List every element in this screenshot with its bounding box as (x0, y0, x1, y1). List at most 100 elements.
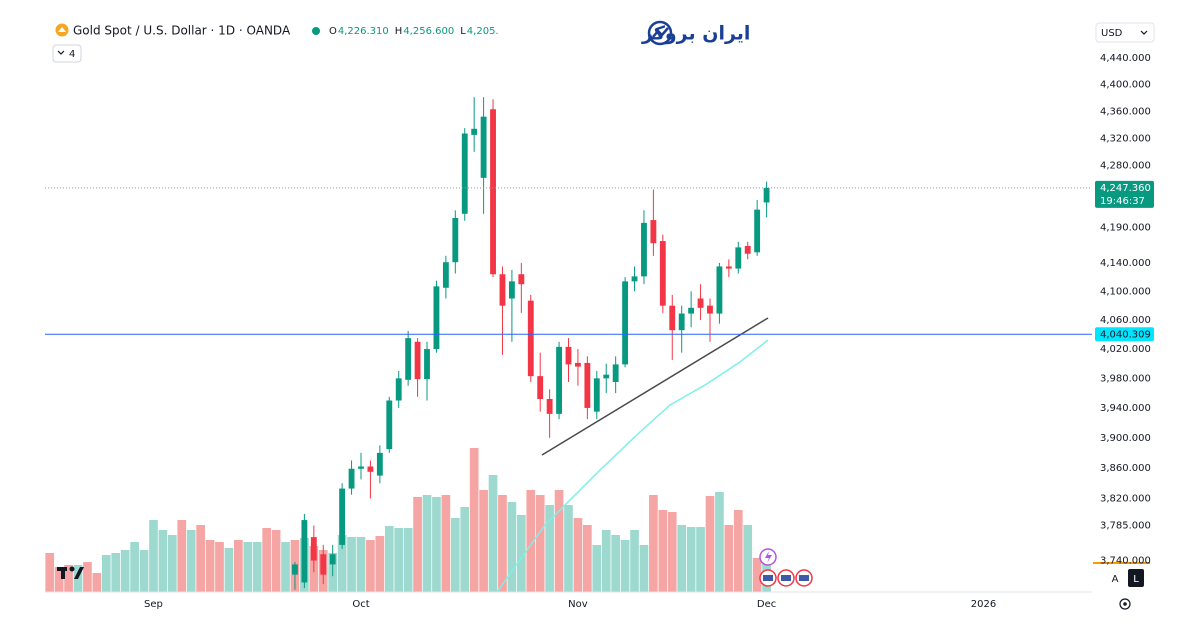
candle-body (754, 209, 761, 253)
candle-body (716, 266, 723, 314)
volume-bar (271, 530, 281, 592)
ohlc-value: 4,205. (467, 26, 499, 37)
candle-body (603, 374, 610, 379)
volume-bar (366, 540, 375, 592)
volume-bar (743, 525, 753, 592)
candle-body (631, 276, 638, 282)
volume-bar (432, 497, 441, 592)
volume-bar (186, 530, 196, 592)
candle-body (348, 468, 355, 489)
candle-body (490, 109, 496, 275)
volume-bar (92, 573, 102, 592)
volume-bar (45, 553, 55, 592)
candle-body (546, 399, 553, 414)
volume-bar (441, 495, 451, 592)
candle-body (424, 349, 430, 380)
volume-bar (469, 448, 479, 592)
volume-bar (243, 542, 253, 592)
y-tick-label: 4,400.000 (1100, 80, 1151, 91)
candle-body (669, 305, 676, 331)
candle-body (320, 554, 327, 575)
volume-bar (583, 525, 592, 592)
currency-label: USD (1101, 28, 1123, 39)
volume-bar (479, 490, 488, 592)
ohlc-legend: O4,226.310 H4,256.600 L4,205. (329, 26, 499, 37)
volume-bar (384, 526, 394, 592)
volume-bar (516, 515, 526, 592)
x-tick-label: 2026 (971, 599, 996, 610)
collapse-button[interactable] (52, 44, 82, 63)
volume-bar (120, 550, 130, 592)
volume-bar (205, 540, 215, 592)
candle-body (622, 281, 629, 365)
volume-bar (611, 535, 621, 592)
candle-body (707, 305, 713, 314)
tradingview-logo (57, 566, 84, 579)
y-tick-label: 4,020.000 (1100, 344, 1151, 355)
candle-body (518, 274, 525, 285)
y-tick-label: 3,860.000 (1100, 463, 1151, 474)
candle-body (593, 378, 600, 412)
ohlc-key: H (395, 26, 403, 37)
candle-body (725, 266, 732, 269)
candle-body (584, 362, 591, 408)
candle-body (339, 488, 346, 545)
ohlc-value: 4,226.310 (338, 26, 389, 37)
volume-bar (724, 525, 734, 592)
auto-scale-button[interactable] (1106, 569, 1124, 587)
auto-scale-label: A (1112, 574, 1119, 585)
candle-body (527, 300, 534, 377)
economic-events[interactable] (759, 569, 813, 587)
volume-bar (488, 475, 498, 592)
candle-body (763, 187, 770, 203)
candle-body (414, 341, 421, 380)
chart-title: Gold Spot / U.S. Dollar · 1D · OANDA (73, 24, 291, 38)
volume-bar (507, 502, 517, 592)
volume-bar (149, 520, 158, 592)
candle-body (499, 274, 506, 306)
y-tick-label: 3,980.000 (1100, 373, 1151, 384)
volume-bar (234, 540, 243, 592)
volume-bar (347, 537, 356, 592)
candle-body (301, 520, 308, 583)
volume-bar (158, 530, 168, 592)
y-tick-label: 3,900.000 (1100, 433, 1151, 444)
event-icon-bolt (765, 551, 772, 563)
currency-select[interactable] (1095, 22, 1155, 43)
volume-bar (554, 490, 564, 592)
volume-bar (224, 548, 234, 592)
y-tick-label: 4,280.000 (1100, 161, 1151, 172)
candle-body (442, 262, 449, 288)
brand-logo-icon (647, 20, 673, 46)
alert-price-label: 4,040.309 (1100, 329, 1151, 340)
market-status (312, 27, 320, 35)
log-scale-button[interactable] (1128, 569, 1144, 587)
candle-body (452, 217, 459, 263)
last-price-label: 4,247.360 (1100, 183, 1151, 194)
volume-bar (215, 542, 224, 592)
symbol-icon-mark (58, 27, 66, 32)
volume-bar (686, 527, 696, 592)
volume-bar (649, 495, 658, 592)
volume-bar (752, 558, 762, 592)
y-tick-label: 4,190.000 (1100, 223, 1151, 234)
candle-body (386, 400, 393, 450)
brand-logo-arrow (652, 27, 669, 38)
volume-bar (130, 542, 139, 592)
candle-body (358, 466, 364, 469)
y-tick-label: 4,140.000 (1100, 258, 1151, 269)
volume-bar (196, 525, 205, 592)
trend-line[interactable] (541, 317, 769, 456)
volume-bar (337, 535, 347, 592)
settings-button[interactable] (1119, 598, 1131, 610)
volume-bar (564, 505, 573, 592)
ohlc-key: L (460, 26, 466, 37)
candle-body (461, 133, 468, 214)
y-tick-label: 4,440.000 (1100, 53, 1151, 64)
volume-bar (545, 505, 554, 592)
volume-bar (101, 555, 111, 592)
volume-bar (262, 528, 272, 592)
volume-bar (535, 495, 545, 592)
log-scale-label: L (1133, 574, 1139, 585)
